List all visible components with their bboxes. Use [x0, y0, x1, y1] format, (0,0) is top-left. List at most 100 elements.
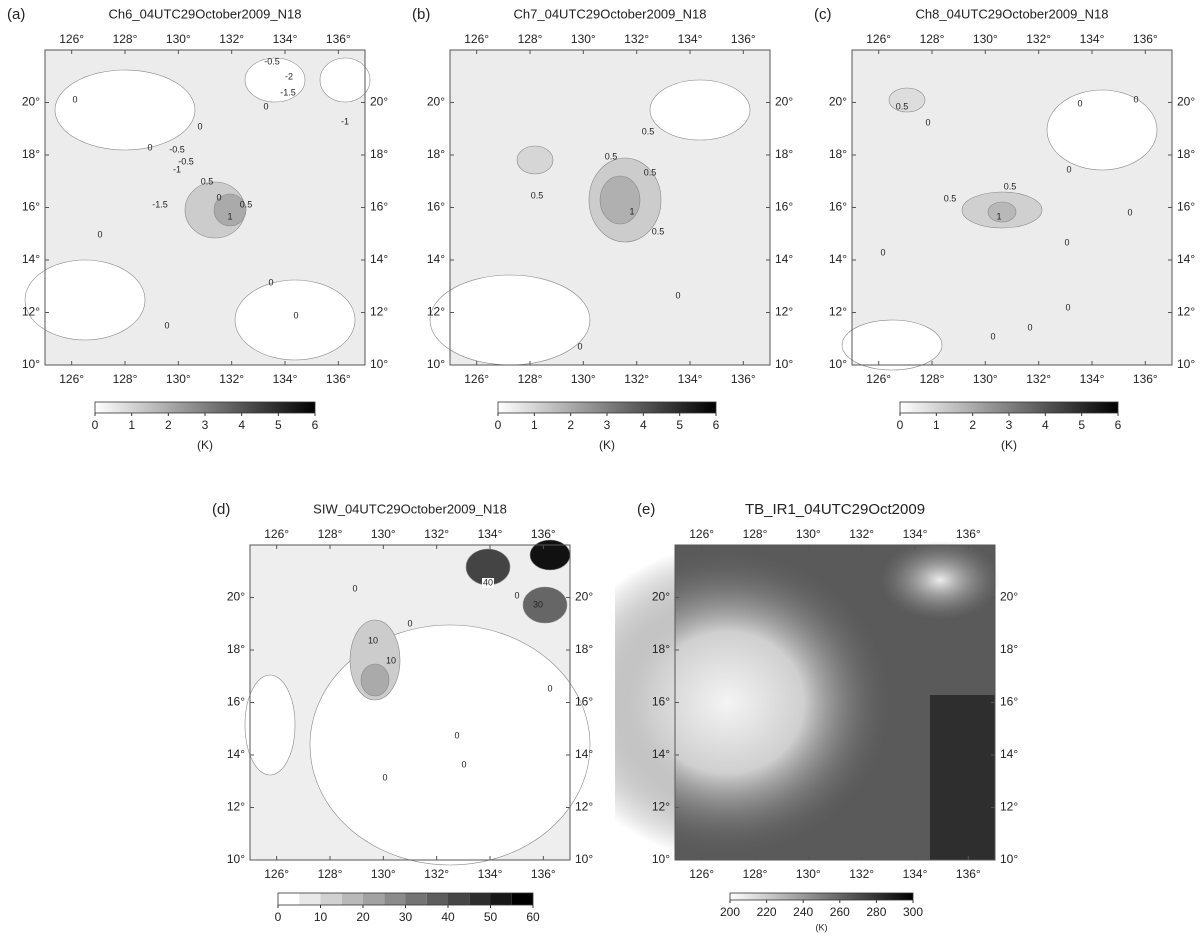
contour-label: 0: [216, 192, 221, 202]
x-tick-label: 136°: [956, 867, 981, 881]
colorbar-tick-label: 6: [1115, 418, 1122, 432]
y-tick-label: 12°: [575, 800, 593, 814]
colorbar-tick-label: 6: [713, 418, 720, 432]
y-tick-label: 16°: [22, 200, 40, 214]
colorbar-tick-label: 4: [238, 418, 245, 432]
y-tick-label: 12°: [227, 800, 245, 814]
contour-region: [234, 279, 356, 361]
contour-label: 0.5: [944, 193, 957, 203]
y-tick-label: 10°: [370, 357, 388, 371]
contour-label: 0.5: [240, 199, 253, 209]
contour-label: 0: [147, 142, 152, 152]
y-tick-label: 10°: [829, 357, 847, 371]
x-tick-label: 126°: [264, 867, 289, 881]
x-tick-label: 134°: [903, 527, 928, 541]
y-tick-label: 12°: [22, 305, 40, 319]
contour-label: 0.5: [642, 126, 655, 136]
contour-label: 0: [263, 101, 268, 111]
contour-region: [54, 69, 196, 151]
x-tick-label: 126°: [59, 372, 84, 386]
y-tick-label: 16°: [370, 200, 388, 214]
panel-title: Ch7_04UTC29October2009_N18: [514, 6, 707, 21]
x-tick-label: 132°: [624, 32, 649, 46]
contour-label: 1: [629, 206, 634, 216]
colorbar-step: [299, 893, 321, 905]
colorbar-step: [320, 893, 342, 905]
contour-label: 0: [925, 117, 930, 127]
contour-label: 1: [227, 211, 232, 221]
y-tick-label: 14°: [829, 252, 847, 266]
colorbar-frame: [729, 892, 914, 901]
panel-tag: (d): [212, 501, 230, 518]
colorbar-unit: (K): [1001, 438, 1017, 452]
y-tick-label: 14°: [775, 252, 793, 266]
contour-region: [522, 586, 568, 624]
colorbar-tick-label: 260: [830, 905, 850, 919]
x-tick-label: 130°: [371, 867, 396, 881]
colorbar-tick-label: 30: [399, 910, 413, 924]
colorbar-tick-label: 2: [165, 418, 172, 432]
y-tick-label: 18°: [775, 147, 793, 161]
contour-label: 30: [533, 599, 543, 609]
x-tick-label: 134°: [903, 867, 928, 881]
y-tick-label: 12°: [370, 305, 388, 319]
contour-label: 0: [1065, 302, 1070, 312]
x-tick-label: 130°: [796, 867, 821, 881]
x-tick-label: 128°: [743, 867, 768, 881]
contour-label: 0: [454, 730, 459, 740]
y-tick-label: 14°: [652, 747, 670, 761]
x-tick-label: 132°: [219, 32, 244, 46]
x-tick-label: 126°: [689, 527, 714, 541]
contour-label: 0: [268, 277, 273, 287]
y-tick-label: 20°: [370, 95, 388, 109]
colorbar-tick-label: 40: [441, 910, 455, 924]
colorbar-step: [384, 893, 406, 905]
contour-label: 0: [990, 331, 995, 341]
panel-tag: (c): [814, 6, 832, 23]
colorbar-tick-label: 0: [275, 910, 282, 924]
x-tick-label: 126°: [264, 527, 289, 541]
x-tick-label: 132°: [624, 372, 649, 386]
x-tick-label: 128°: [318, 527, 343, 541]
contour-region: [841, 319, 943, 371]
colorbar-tick-label: 3: [1006, 418, 1013, 432]
contour-region: [649, 79, 751, 141]
contour-label: 0: [293, 310, 298, 320]
contour-label: 0: [352, 583, 357, 593]
x-tick-label: 136°: [731, 32, 756, 46]
colorbar-tick-label: 10: [314, 910, 328, 924]
colorbar-tick-label: 0: [495, 418, 502, 432]
colorbar-step: [278, 893, 300, 905]
x-tick-label: 136°: [956, 527, 981, 541]
x-tick-label: 130°: [166, 32, 191, 46]
contour-region: [244, 674, 296, 776]
y-tick-label: 20°: [1177, 95, 1195, 109]
contour-label: -0.5: [169, 144, 185, 154]
y-tick-label: 12°: [1177, 305, 1195, 319]
x-tick-label: 136°: [1133, 372, 1158, 386]
colorbar-tick-label: 200: [720, 905, 740, 919]
y-tick-label: 18°: [370, 147, 388, 161]
contour-label: 10: [386, 655, 396, 665]
contour-label: 0: [72, 94, 77, 104]
panel-tag: (b): [412, 6, 430, 23]
y-tick-label: 18°: [575, 642, 593, 656]
y-tick-label: 20°: [775, 95, 793, 109]
colorbar-tick-label: 300: [903, 905, 923, 919]
contour-label: 0.5: [531, 190, 544, 200]
x-tick-label: 136°: [1133, 32, 1158, 46]
x-tick-label: 130°: [166, 372, 191, 386]
y-tick-label: 16°: [652, 695, 670, 709]
x-tick-label: 126°: [464, 32, 489, 46]
y-tick-label: 18°: [1177, 147, 1195, 161]
panel-title: Ch8_04UTC29October2009_N18: [916, 6, 1109, 21]
x-tick-label: 128°: [920, 372, 945, 386]
contour-label: 0: [675, 290, 680, 300]
colorbar-tick-label: 5: [275, 418, 282, 432]
contour-label: 0: [1077, 98, 1082, 108]
colorbar-step: [426, 893, 448, 905]
colorbar-step: [405, 893, 427, 905]
colorbar-unit: (K): [197, 438, 213, 452]
contour-region: [599, 175, 641, 225]
